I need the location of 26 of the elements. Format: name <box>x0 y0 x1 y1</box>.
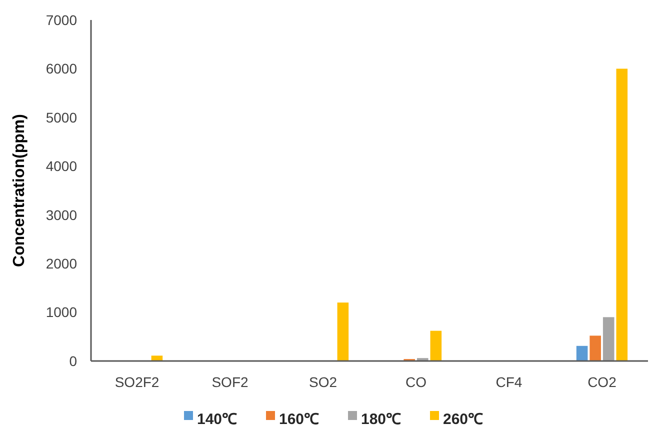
legend-label: 260℃ <box>443 411 484 428</box>
legend-label: 180℃ <box>361 411 402 428</box>
bar <box>590 336 601 361</box>
bar <box>151 356 163 361</box>
y-tick-label: 1000 <box>46 304 78 320</box>
bar <box>430 330 442 361</box>
x-tick-label: SO2 <box>309 374 338 390</box>
bar <box>602 317 614 361</box>
x-tick-label: CO2 <box>588 374 617 390</box>
y-tick-label: 7000 <box>46 12 78 28</box>
bar <box>616 68 628 361</box>
legend-label: 160℃ <box>279 411 320 428</box>
y-tick-label: 5000 <box>46 109 78 126</box>
y-tick-label: 0 <box>69 352 78 369</box>
y-tick-label: 4000 <box>46 158 78 174</box>
x-tick-label: CO <box>405 374 427 390</box>
y-axis-title: Concentration(ppm) <box>11 114 28 267</box>
x-tick-label: SO2F2 <box>114 374 160 390</box>
x-tick-label: SOF2 <box>212 374 249 390</box>
y-tick-label: 6000 <box>46 60 78 77</box>
y-tick-label: 2000 <box>46 255 78 272</box>
x-tick-label: CF4 <box>496 374 522 390</box>
bar <box>337 302 349 361</box>
y-tick-label: 3000 <box>46 206 78 223</box>
legend-label: 140℃ <box>197 411 238 428</box>
bar <box>576 346 588 361</box>
